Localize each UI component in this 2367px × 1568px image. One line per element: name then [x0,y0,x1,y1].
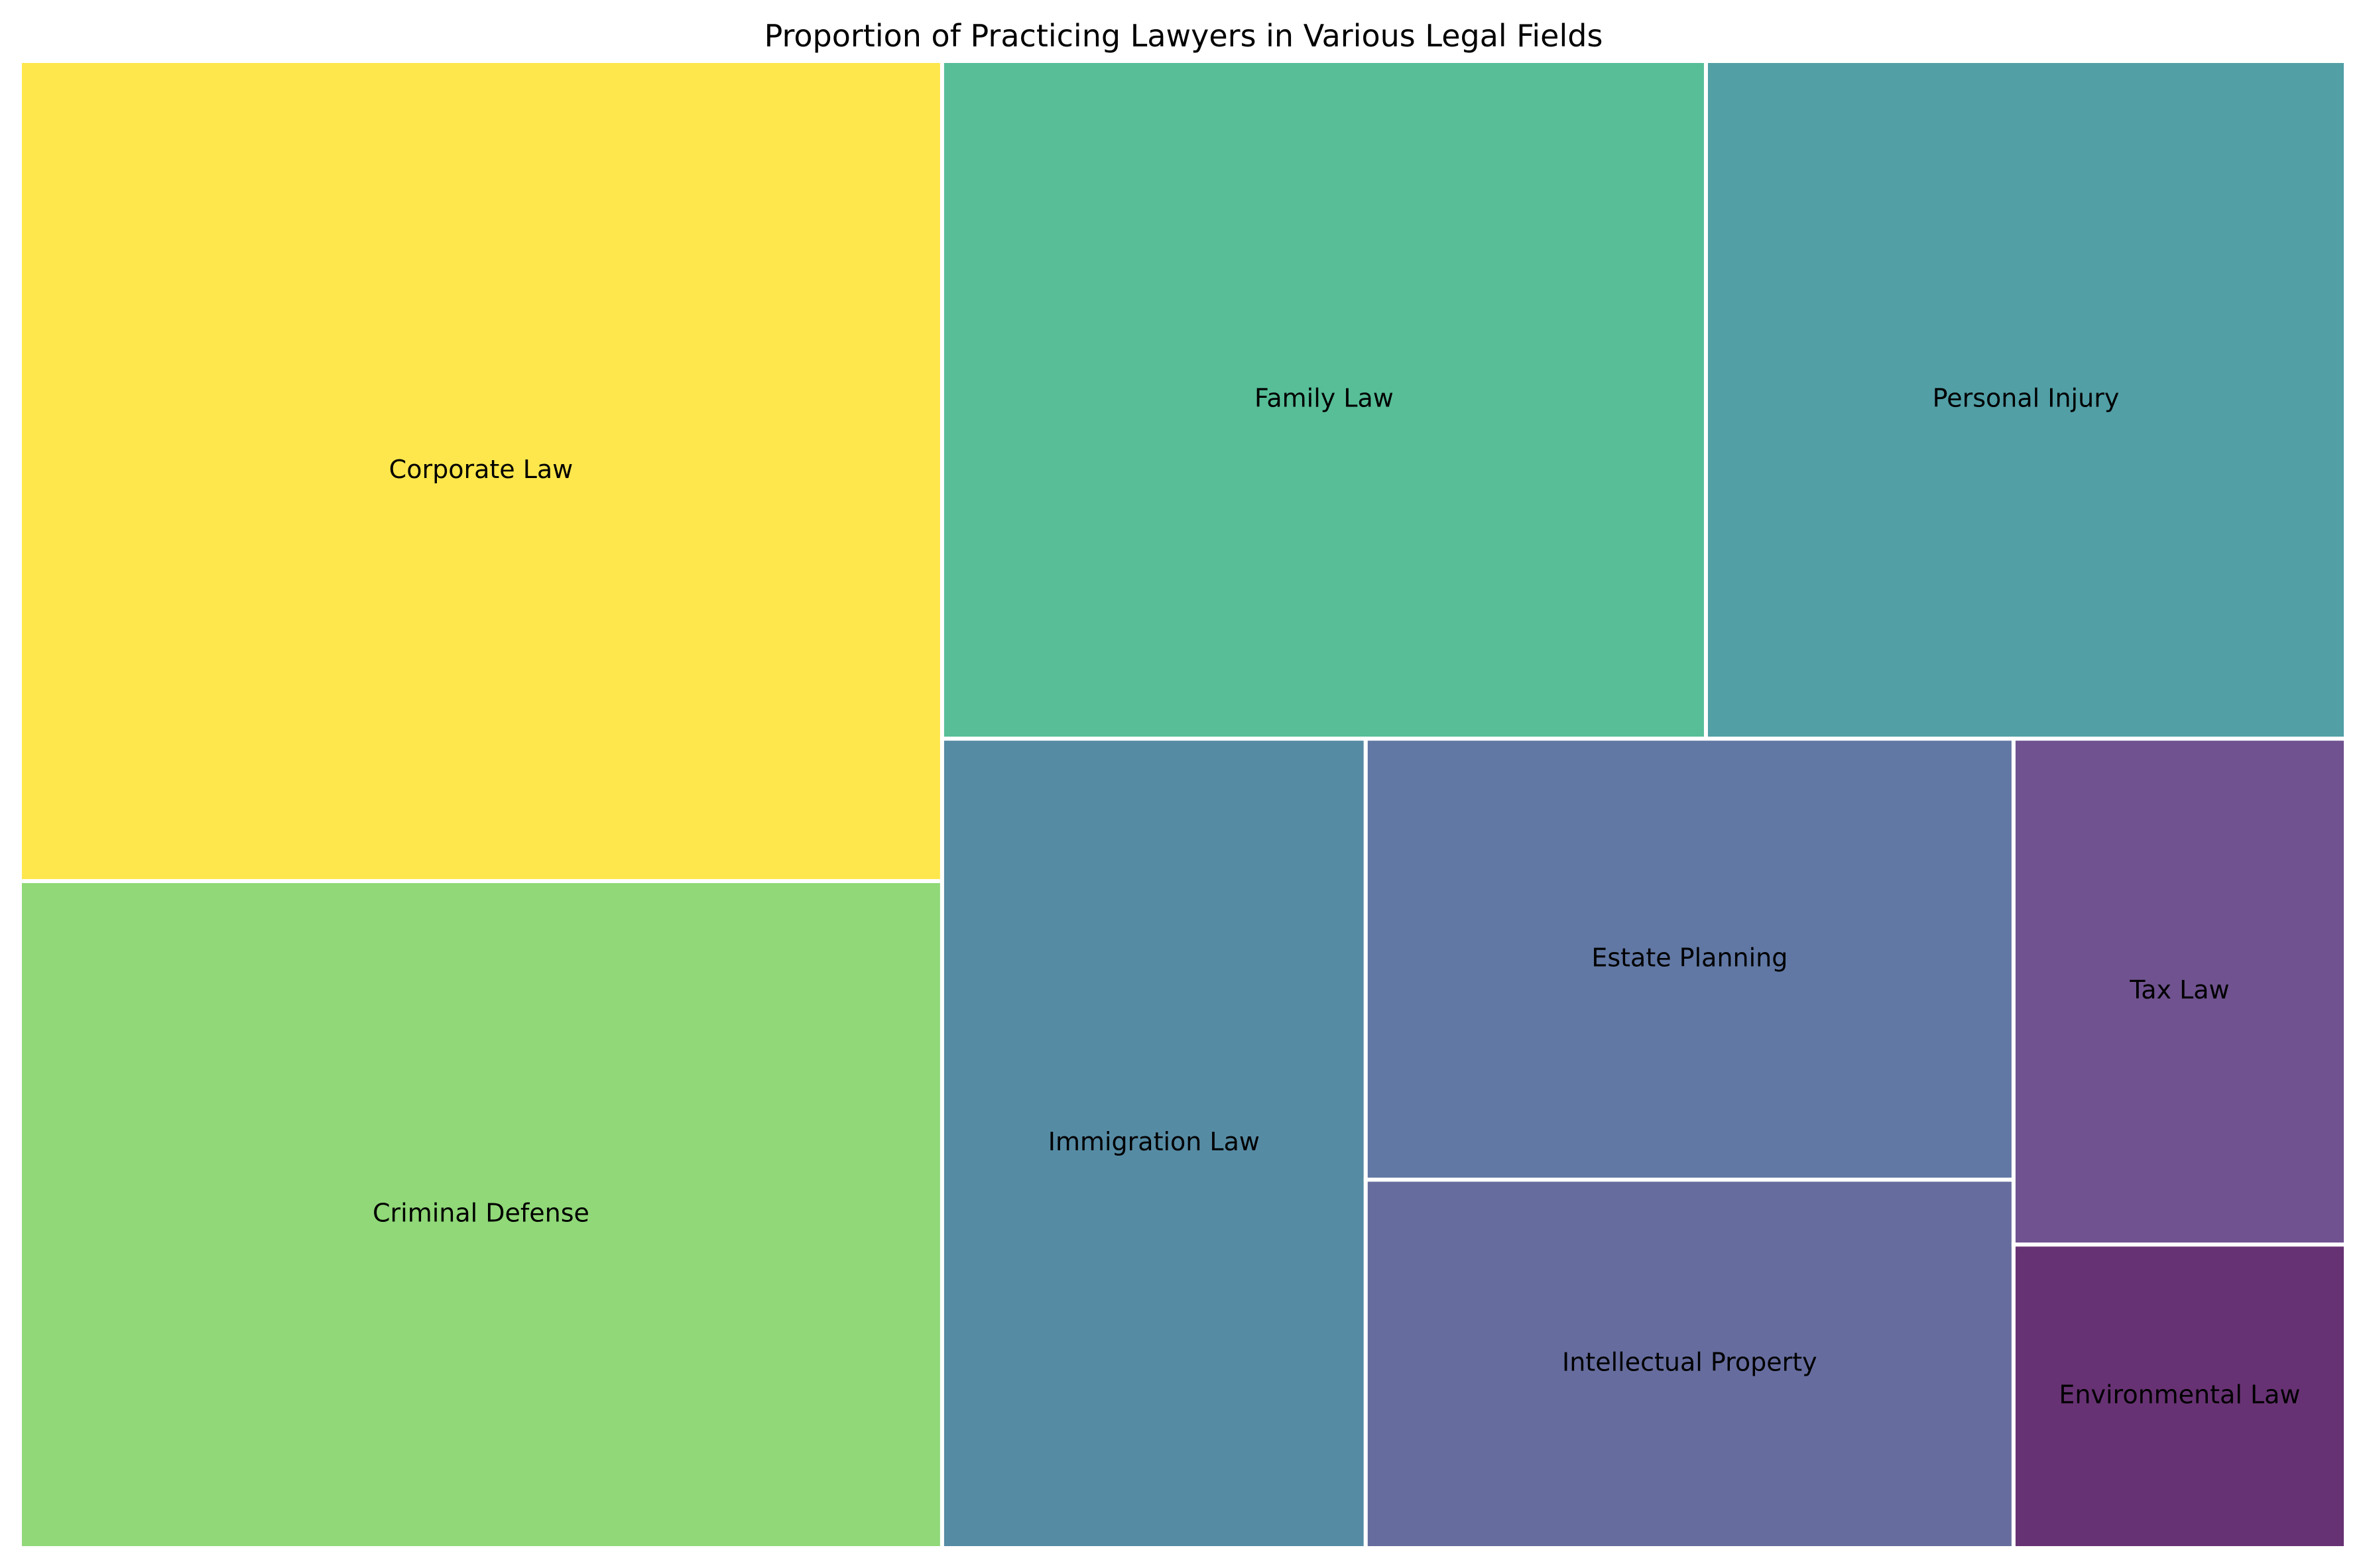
tile-corporate-law [18,59,944,883]
tile-personal-injury [1703,59,2348,741]
tile-label-estate-planning: Estate Planning [1591,943,1788,972]
treemap-tiles: Corporate Law Criminal Defense Family Law P… [18,59,2348,1550]
tile-label-criminal-defense: Criminal Defense [373,1198,589,1227]
tile-estate-planning [1363,737,2016,1182]
tile-label-immigration-law: Immigration Law [1048,1127,1260,1156]
tile-label-environmental-law: Environmental Law [2059,1380,2300,1410]
tile-family-law [940,59,1708,741]
tile-label-tax-law: Tax Law [2129,975,2229,1004]
tile-label-intellectual-property: Intellectual Property [1562,1348,1817,1377]
tile-criminal-defense [18,878,944,1550]
tile-environmental-law [2011,1242,2348,1550]
chart-title: Proportion of Practicing Lawyers in Vari… [764,18,1603,54]
tile-intellectual-property [1363,1177,2016,1550]
tile-immigration-law [940,737,1368,1550]
tile-label-personal-injury: Personal Injury [1933,384,2120,413]
tile-label-family-law: Family Law [1254,384,1394,413]
tile-label-corporate-law: Corporate Law [389,455,574,484]
tile-tax-law [2011,737,2348,1247]
